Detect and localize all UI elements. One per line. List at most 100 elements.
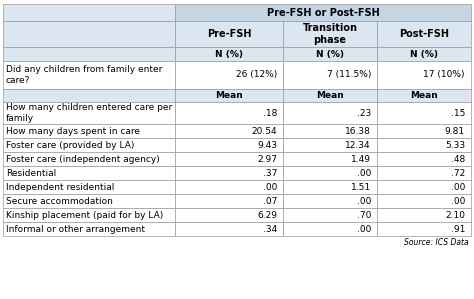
Text: .00: .00 [356, 169, 371, 178]
Text: Transition
phase: Transition phase [302, 23, 357, 45]
Bar [283, 166, 377, 180]
Bar [283, 180, 377, 194]
Bar [175, 180, 283, 194]
Bar [3, 208, 175, 222]
Text: Kinship placement (paid for by LA): Kinship placement (paid for by LA) [6, 210, 163, 219]
Text: 17 (10%): 17 (10%) [423, 71, 465, 80]
Text: Mean: Mean [316, 91, 344, 100]
Text: Secure accommodation: Secure accommodation [6, 196, 113, 205]
Bar [175, 194, 283, 208]
Bar [377, 89, 471, 102]
Bar [175, 138, 283, 152]
Text: Mean: Mean [215, 91, 243, 100]
Bar [175, 61, 283, 89]
Bar [283, 21, 377, 47]
Text: .00: .00 [451, 182, 465, 191]
Text: .91: .91 [451, 225, 465, 234]
Bar [377, 152, 471, 166]
Text: 6.29: 6.29 [257, 210, 277, 219]
Bar [175, 208, 283, 222]
Bar [175, 21, 283, 47]
Text: .37: .37 [263, 169, 277, 178]
Bar [283, 124, 377, 138]
Bar [283, 89, 377, 102]
Text: .15: .15 [451, 109, 465, 118]
Bar [3, 4, 175, 21]
Text: Residential: Residential [6, 169, 56, 178]
Bar [3, 124, 175, 138]
Bar [3, 89, 175, 102]
Bar [377, 102, 471, 124]
Text: Source: ICS Data: Source: ICS Data [404, 238, 469, 247]
Text: .48: .48 [451, 155, 465, 164]
Bar [175, 4, 471, 21]
Text: .00: .00 [451, 196, 465, 205]
Bar [283, 194, 377, 208]
Bar [377, 138, 471, 152]
Text: 7 (11.5%): 7 (11.5%) [327, 71, 371, 80]
Text: .34: .34 [263, 225, 277, 234]
Bar [175, 102, 283, 124]
Text: .70: .70 [356, 210, 371, 219]
Bar [283, 102, 377, 124]
Text: 9.81: 9.81 [445, 126, 465, 135]
Text: 16.38: 16.38 [345, 126, 371, 135]
Bar [283, 61, 377, 89]
Bar [377, 180, 471, 194]
Text: Foster care (independent agency): Foster care (independent agency) [6, 155, 160, 164]
Bar [175, 222, 283, 236]
Text: .72: .72 [451, 169, 465, 178]
Bar [175, 166, 283, 180]
Bar [377, 124, 471, 138]
Text: .23: .23 [357, 109, 371, 118]
Bar [175, 47, 283, 61]
Text: N (%): N (%) [316, 50, 344, 59]
Bar [283, 208, 377, 222]
Text: Foster care (provided by LA): Foster care (provided by LA) [6, 141, 134, 150]
Bar [377, 21, 471, 47]
Bar [3, 138, 175, 152]
Text: .00: .00 [263, 182, 277, 191]
Text: 9.43: 9.43 [257, 141, 277, 150]
Bar [3, 152, 175, 166]
Text: .07: .07 [263, 196, 277, 205]
Text: Mean: Mean [410, 91, 438, 100]
Bar [3, 61, 175, 89]
Text: Independent residential: Independent residential [6, 182, 114, 191]
Bar [3, 166, 175, 180]
Text: 5.33: 5.33 [445, 141, 465, 150]
Text: 1.51: 1.51 [351, 182, 371, 191]
Bar [377, 61, 471, 89]
Text: Post-FSH: Post-FSH [399, 29, 449, 39]
Bar [283, 138, 377, 152]
Text: .00: .00 [356, 196, 371, 205]
Text: Pre-FSH: Pre-FSH [207, 29, 251, 39]
Text: 26 (12%): 26 (12%) [236, 71, 277, 80]
Bar [377, 222, 471, 236]
Bar [377, 194, 471, 208]
Bar [175, 152, 283, 166]
Text: 2.10: 2.10 [445, 210, 465, 219]
Bar [3, 102, 175, 124]
Text: Did any children from family enter
care?: Did any children from family enter care? [6, 65, 163, 85]
Text: Informal or other arrangement: Informal or other arrangement [6, 225, 145, 234]
Bar [283, 47, 377, 61]
Text: Pre-FSH or Post-FSH: Pre-FSH or Post-FSH [266, 7, 379, 18]
Bar [3, 21, 175, 47]
Bar [175, 124, 283, 138]
Text: N (%): N (%) [215, 50, 243, 59]
Bar [283, 222, 377, 236]
Bar [3, 222, 175, 236]
Text: N (%): N (%) [410, 50, 438, 59]
Text: .18: .18 [263, 109, 277, 118]
Bar [175, 89, 283, 102]
Text: How many days spent in care: How many days spent in care [6, 126, 140, 135]
Bar [3, 194, 175, 208]
Text: 12.34: 12.34 [346, 141, 371, 150]
Text: .00: .00 [356, 225, 371, 234]
Bar [3, 180, 175, 194]
Text: How many children entered care per
family: How many children entered care per famil… [6, 103, 172, 123]
Bar [377, 166, 471, 180]
Text: 1.49: 1.49 [351, 155, 371, 164]
Bar [3, 47, 175, 61]
